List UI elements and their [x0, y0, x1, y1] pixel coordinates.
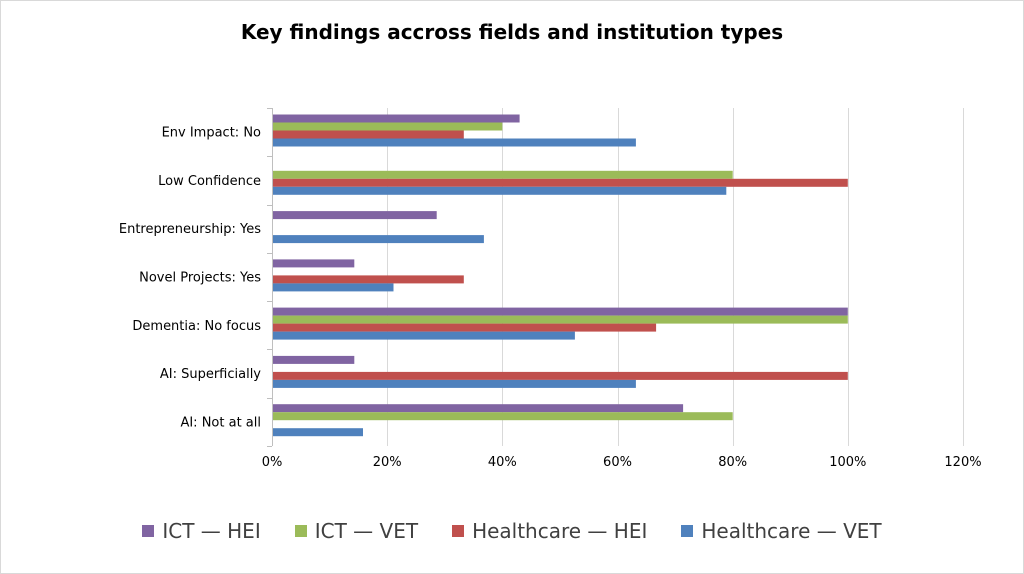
x-tick-label: 80%	[718, 455, 747, 470]
bar	[272, 412, 733, 421]
legend-swatch	[142, 525, 155, 537]
category-label: Dementia: No focus	[132, 319, 261, 334]
legend-item: ICT — HEI	[142, 519, 261, 543]
bar	[272, 275, 464, 284]
legend-swatch	[452, 525, 465, 537]
legend-item: Healthcare — VET	[681, 519, 882, 543]
legend-label: Healthcare — VET	[701, 519, 882, 543]
bar	[272, 283, 394, 292]
bar	[272, 138, 636, 147]
bar	[272, 315, 848, 324]
bar	[272, 307, 848, 316]
category-label: Novel Projects: Yes	[139, 271, 261, 286]
bar	[272, 379, 636, 388]
category-label: AI: Not at all	[180, 415, 261, 430]
bar	[272, 170, 733, 179]
bar	[272, 371, 848, 380]
category-label: AI: Superficially	[160, 367, 261, 382]
bar	[272, 355, 355, 364]
x-tick-label: 20%	[373, 455, 402, 470]
bar	[272, 259, 355, 268]
legend-item: Healthcare — HEI	[452, 519, 647, 543]
legend-label: Healthcare — HEI	[472, 519, 648, 543]
bar	[272, 323, 657, 332]
legend-label: ICT — HEI	[162, 519, 261, 543]
bar	[272, 178, 848, 187]
category-label: Env Impact: No	[162, 126, 261, 141]
chart-title: Key findings accross fields and institut…	[240, 20, 784, 44]
bar	[272, 428, 363, 437]
bar	[272, 235, 484, 244]
x-tick-label: 100%	[829, 455, 866, 470]
bar	[272, 122, 503, 131]
x-tick-label: 0%	[262, 455, 283, 470]
legend-label: ICT — VET	[314, 519, 419, 543]
bar	[272, 186, 727, 195]
x-tick-label: 60%	[603, 455, 632, 470]
x-tick-label: 40%	[488, 455, 517, 470]
chart-plot: Env Impact: No Low Confidence Entrepreneur…	[119, 108, 982, 470]
category-label: Entrepreneurship: Yes	[119, 222, 261, 237]
legend-swatch	[681, 525, 694, 537]
bar	[272, 130, 464, 139]
legend-item: ICT — VET	[294, 519, 419, 543]
chart-legend: ICT — HEI ICT — VET Healthcare — HEI Health…	[0, 516, 1024, 546]
bar	[272, 114, 520, 123]
legend-swatch	[294, 525, 307, 537]
x-tick-label: 120%	[944, 455, 981, 470]
bar	[272, 331, 575, 340]
category-label: Low Confidence	[158, 174, 261, 189]
bar	[272, 404, 684, 413]
bar	[272, 211, 437, 220]
